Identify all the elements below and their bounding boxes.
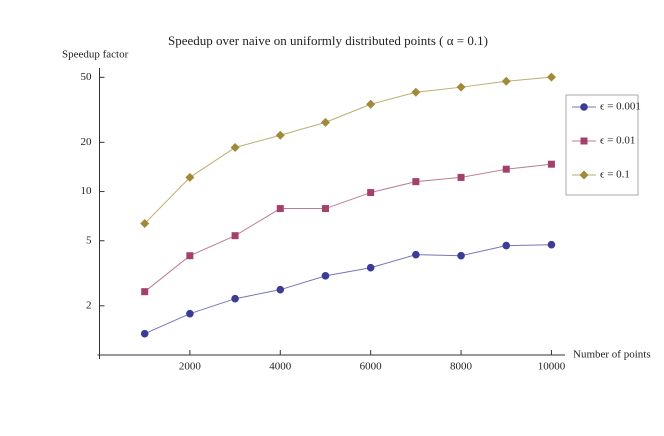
- series-line: [144, 244, 552, 335]
- marker: [546, 72, 556, 82]
- marker: [230, 142, 240, 152]
- marker: [231, 294, 239, 303]
- legend-label: ϵ = 0.1: [600, 169, 630, 181]
- marker: [456, 82, 466, 92]
- x-tick-label: 6000: [360, 361, 383, 373]
- legend-marker: [580, 137, 588, 145]
- series-line: [144, 163, 552, 293]
- legend-label: ϵ = 0.001: [600, 101, 641, 113]
- marker: [140, 219, 150, 229]
- marker: [367, 189, 375, 197]
- marker: [186, 252, 194, 260]
- series-line: [144, 76, 552, 224]
- marker: [276, 205, 284, 213]
- marker: [140, 329, 149, 338]
- marker: [501, 76, 511, 86]
- y-tick-label: 10: [81, 185, 93, 197]
- marker: [186, 309, 194, 318]
- legend-label: ϵ = 0.01: [600, 135, 635, 147]
- marker: [412, 178, 420, 186]
- x-tick-label: 2000: [179, 361, 202, 373]
- x-tick-label: 8000: [450, 361, 473, 373]
- y-tick-label: 20: [81, 136, 93, 148]
- legend-box: [565, 94, 639, 196]
- marker: [275, 130, 285, 140]
- marker: [321, 205, 329, 213]
- marker: [502, 165, 510, 173]
- y-tick-label: 5: [86, 234, 92, 246]
- marker: [502, 241, 511, 250]
- marker: [185, 172, 195, 182]
- legend-marker: [580, 103, 588, 111]
- x-axis-label: Number of points: [573, 349, 651, 361]
- marker: [231, 232, 239, 240]
- marker: [320, 117, 330, 127]
- marker: [547, 240, 556, 249]
- y-tick-label: 2: [86, 299, 92, 311]
- x-tick-label: 10000: [538, 361, 566, 373]
- chart-title: Speedup over naive on uniformly distribu…: [168, 33, 488, 48]
- marker: [321, 272, 330, 280]
- x-tick-label: 4000: [269, 361, 292, 373]
- y-tick-label: 50: [81, 71, 93, 83]
- marker: [412, 250, 420, 259]
- marker: [547, 160, 555, 168]
- marker: [457, 173, 465, 181]
- marker: [411, 87, 421, 97]
- marker: [276, 285, 285, 294]
- marker: [457, 251, 465, 260]
- legend-marker: [579, 170, 589, 180]
- marker: [366, 263, 375, 272]
- marker: [141, 288, 149, 296]
- marker: [366, 99, 376, 109]
- y-axis-label: Speedup factor: [62, 49, 129, 61]
